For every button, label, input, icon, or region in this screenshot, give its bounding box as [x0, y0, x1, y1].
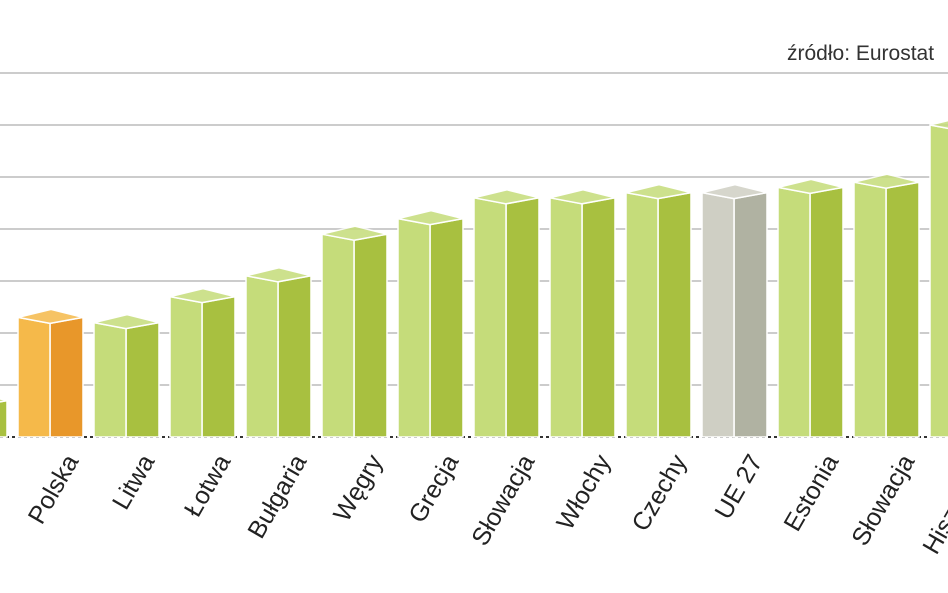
bar-top: [473, 189, 540, 205]
bar: [701, 191, 735, 438]
bar-top: [853, 173, 920, 189]
bar: [397, 217, 431, 438]
bar-side: [809, 186, 844, 438]
bar-side: [733, 191, 768, 438]
bar-top: [0, 398, 8, 403]
bar-top: [93, 313, 160, 330]
bar: [169, 295, 203, 438]
bar: [549, 196, 583, 438]
bar-top: [701, 183, 768, 200]
bar-side: [581, 196, 616, 438]
bar-side: [201, 295, 236, 438]
bar-side: [277, 274, 312, 438]
bar-side: [429, 217, 464, 438]
bar-side: [0, 399, 8, 438]
bar: [17, 316, 51, 438]
bar-top: [397, 209, 464, 226]
bar-side: [353, 233, 388, 438]
bar-top: [549, 189, 616, 205]
bar: [625, 191, 659, 438]
bar-side: [657, 191, 692, 438]
bar-top: [625, 183, 692, 200]
bar: [853, 181, 887, 438]
bar-side: [49, 316, 84, 438]
bar-side: [885, 181, 920, 438]
source-note: źródło: Eurostat: [787, 42, 934, 65]
bar-top: [929, 119, 948, 130]
bar-top: [321, 225, 388, 241]
bar-side: [505, 196, 540, 438]
bar-top: [17, 308, 84, 325]
bar-top: [245, 267, 312, 283]
bar: [321, 233, 355, 438]
bar: [245, 274, 279, 438]
bar-top: [777, 178, 844, 195]
bar: [777, 186, 811, 438]
bar: [93, 321, 127, 438]
bar: [473, 196, 507, 438]
bar-top: [169, 287, 236, 304]
bar-side: [125, 321, 160, 438]
bar: [929, 124, 948, 438]
